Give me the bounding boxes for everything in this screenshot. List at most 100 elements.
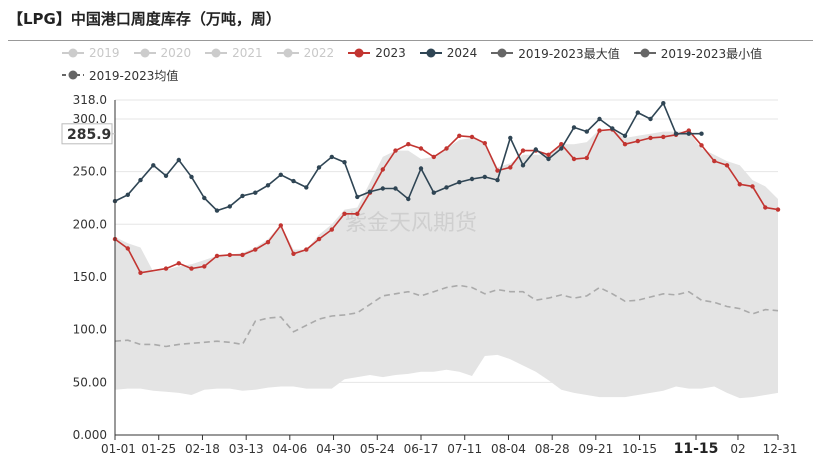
x-tick-label: 10-15 bbox=[622, 442, 657, 456]
point-2024 bbox=[278, 172, 283, 177]
legend-item-2019-2023均值[interactable]: 2019-2023均值 bbox=[62, 64, 178, 86]
point-2024 bbox=[253, 190, 258, 195]
point-2023 bbox=[304, 247, 309, 252]
point-2023 bbox=[329, 227, 334, 232]
point-2024 bbox=[648, 116, 653, 122]
x-tick-label: 02 bbox=[730, 442, 745, 456]
point-2024 bbox=[265, 183, 271, 188]
point-2023 bbox=[495, 168, 500, 173]
x-tick-label: 04-30 bbox=[316, 442, 351, 456]
point-2023 bbox=[253, 247, 258, 252]
point-2024 bbox=[686, 131, 691, 136]
legend-swatch bbox=[133, 48, 156, 58]
x-tick-label: 09-21 bbox=[578, 442, 613, 456]
point-2023 bbox=[240, 252, 245, 258]
point-2024 bbox=[176, 157, 181, 163]
x-tick-label: 06-17 bbox=[404, 442, 439, 456]
point-2023 bbox=[469, 134, 475, 140]
legend-swatch bbox=[276, 48, 299, 58]
point-2023 bbox=[265, 240, 271, 245]
point-2023 bbox=[546, 152, 551, 157]
point-2024 bbox=[329, 154, 334, 160]
point-2023 bbox=[686, 128, 691, 133]
point-2023 bbox=[278, 223, 283, 228]
legend: 2019 2020 2021 2022 2023 2024 2019-2023最大值 2019… bbox=[62, 42, 782, 86]
point-2024 bbox=[316, 165, 322, 170]
point-2024 bbox=[635, 110, 640, 115]
point-2023 bbox=[380, 167, 385, 172]
legend-item-2023[interactable]: 2023 bbox=[348, 42, 406, 64]
point-2024 bbox=[597, 116, 602, 122]
x-tick-label: 03-13 bbox=[229, 442, 264, 456]
legend-item-2022[interactable]: 2022 bbox=[276, 42, 335, 64]
point-2024 bbox=[406, 196, 411, 202]
point-2023 bbox=[444, 146, 449, 151]
point-2024 bbox=[291, 178, 296, 184]
x-tick-label: 12-31 bbox=[763, 442, 798, 456]
legend-label: 2024 bbox=[446, 46, 478, 60]
point-2023 bbox=[520, 148, 526, 153]
point-2024 bbox=[367, 189, 373, 194]
watermark: 紫金天风期货 bbox=[345, 211, 477, 236]
series-layer bbox=[112, 101, 781, 348]
point-2023 bbox=[431, 154, 436, 160]
legend-item-2019-2023最大值[interactable]: 2019-2023最大值 bbox=[491, 42, 620, 64]
y-tick-label: 200.0 bbox=[73, 217, 107, 231]
point-2024 bbox=[431, 190, 436, 195]
point-2023 bbox=[712, 158, 717, 164]
point-2024 bbox=[482, 174, 487, 180]
point-2023 bbox=[138, 270, 143, 275]
axes: 0.000 50.00 100.0 150.0 200.0 250.0 300.0 318.0… bbox=[73, 93, 798, 457]
series-line-2019-2023均值 bbox=[114, 284, 779, 348]
point-2024 bbox=[138, 177, 143, 183]
point-2024 bbox=[546, 156, 551, 162]
point-2023 bbox=[763, 205, 768, 210]
y-tick-label: 50.00 bbox=[73, 375, 107, 389]
point-2023 bbox=[635, 138, 640, 144]
legend-swatch bbox=[419, 48, 442, 58]
legend-label: 2019-2023最小值 bbox=[660, 46, 763, 61]
x-tick-label: 07-11 bbox=[447, 442, 482, 456]
legend-item-2019[interactable]: 2019 bbox=[62, 42, 120, 64]
point-2024 bbox=[227, 204, 232, 209]
point-2023 bbox=[163, 266, 169, 271]
point-2023 bbox=[176, 261, 181, 266]
legend-swatch bbox=[633, 48, 656, 58]
point-2023 bbox=[418, 146, 424, 151]
legend-label: 2022 bbox=[303, 46, 335, 60]
legend-item-2021[interactable]: 2021 bbox=[205, 42, 263, 64]
legend-label: 2019-2023最大值 bbox=[518, 46, 620, 61]
point-2024 bbox=[151, 163, 156, 168]
legend-swatch bbox=[62, 70, 84, 80]
x-tick-label: 08-04 bbox=[491, 442, 526, 456]
legend-swatch bbox=[62, 48, 84, 58]
range-band bbox=[115, 129, 778, 399]
point-2024 bbox=[699, 131, 704, 136]
point-2024 bbox=[495, 177, 500, 183]
legend-item-2020[interactable]: 2020 bbox=[133, 42, 191, 64]
max-min-band bbox=[115, 129, 778, 399]
legend-item-2019-2023最小值[interactable]: 2019-2023最小值 bbox=[633, 42, 763, 64]
point-2024 bbox=[508, 135, 513, 141]
point-2023 bbox=[342, 211, 347, 216]
point-2024 bbox=[304, 185, 309, 190]
point-2023 bbox=[699, 143, 704, 148]
point-2024 bbox=[661, 101, 666, 106]
point-2024 bbox=[444, 185, 449, 190]
point-2024 bbox=[342, 160, 347, 165]
point-2024 bbox=[622, 133, 628, 138]
y-tick-label: 100.0 bbox=[73, 323, 107, 337]
legend-item-2024[interactable]: 2024 bbox=[419, 42, 478, 64]
title-divider bbox=[8, 40, 813, 41]
point-2024 bbox=[584, 129, 589, 134]
chart-title: 【LPG】中国港口周度库存（万吨，周） bbox=[8, 10, 281, 28]
point-2023 bbox=[291, 251, 296, 256]
point-2023 bbox=[584, 155, 589, 161]
point-2024 bbox=[214, 208, 220, 213]
legend-swatch bbox=[348, 48, 371, 58]
point-2023 bbox=[737, 182, 742, 187]
point-2023 bbox=[457, 133, 462, 138]
point-2024 bbox=[355, 194, 360, 200]
point-2023 bbox=[597, 128, 602, 133]
